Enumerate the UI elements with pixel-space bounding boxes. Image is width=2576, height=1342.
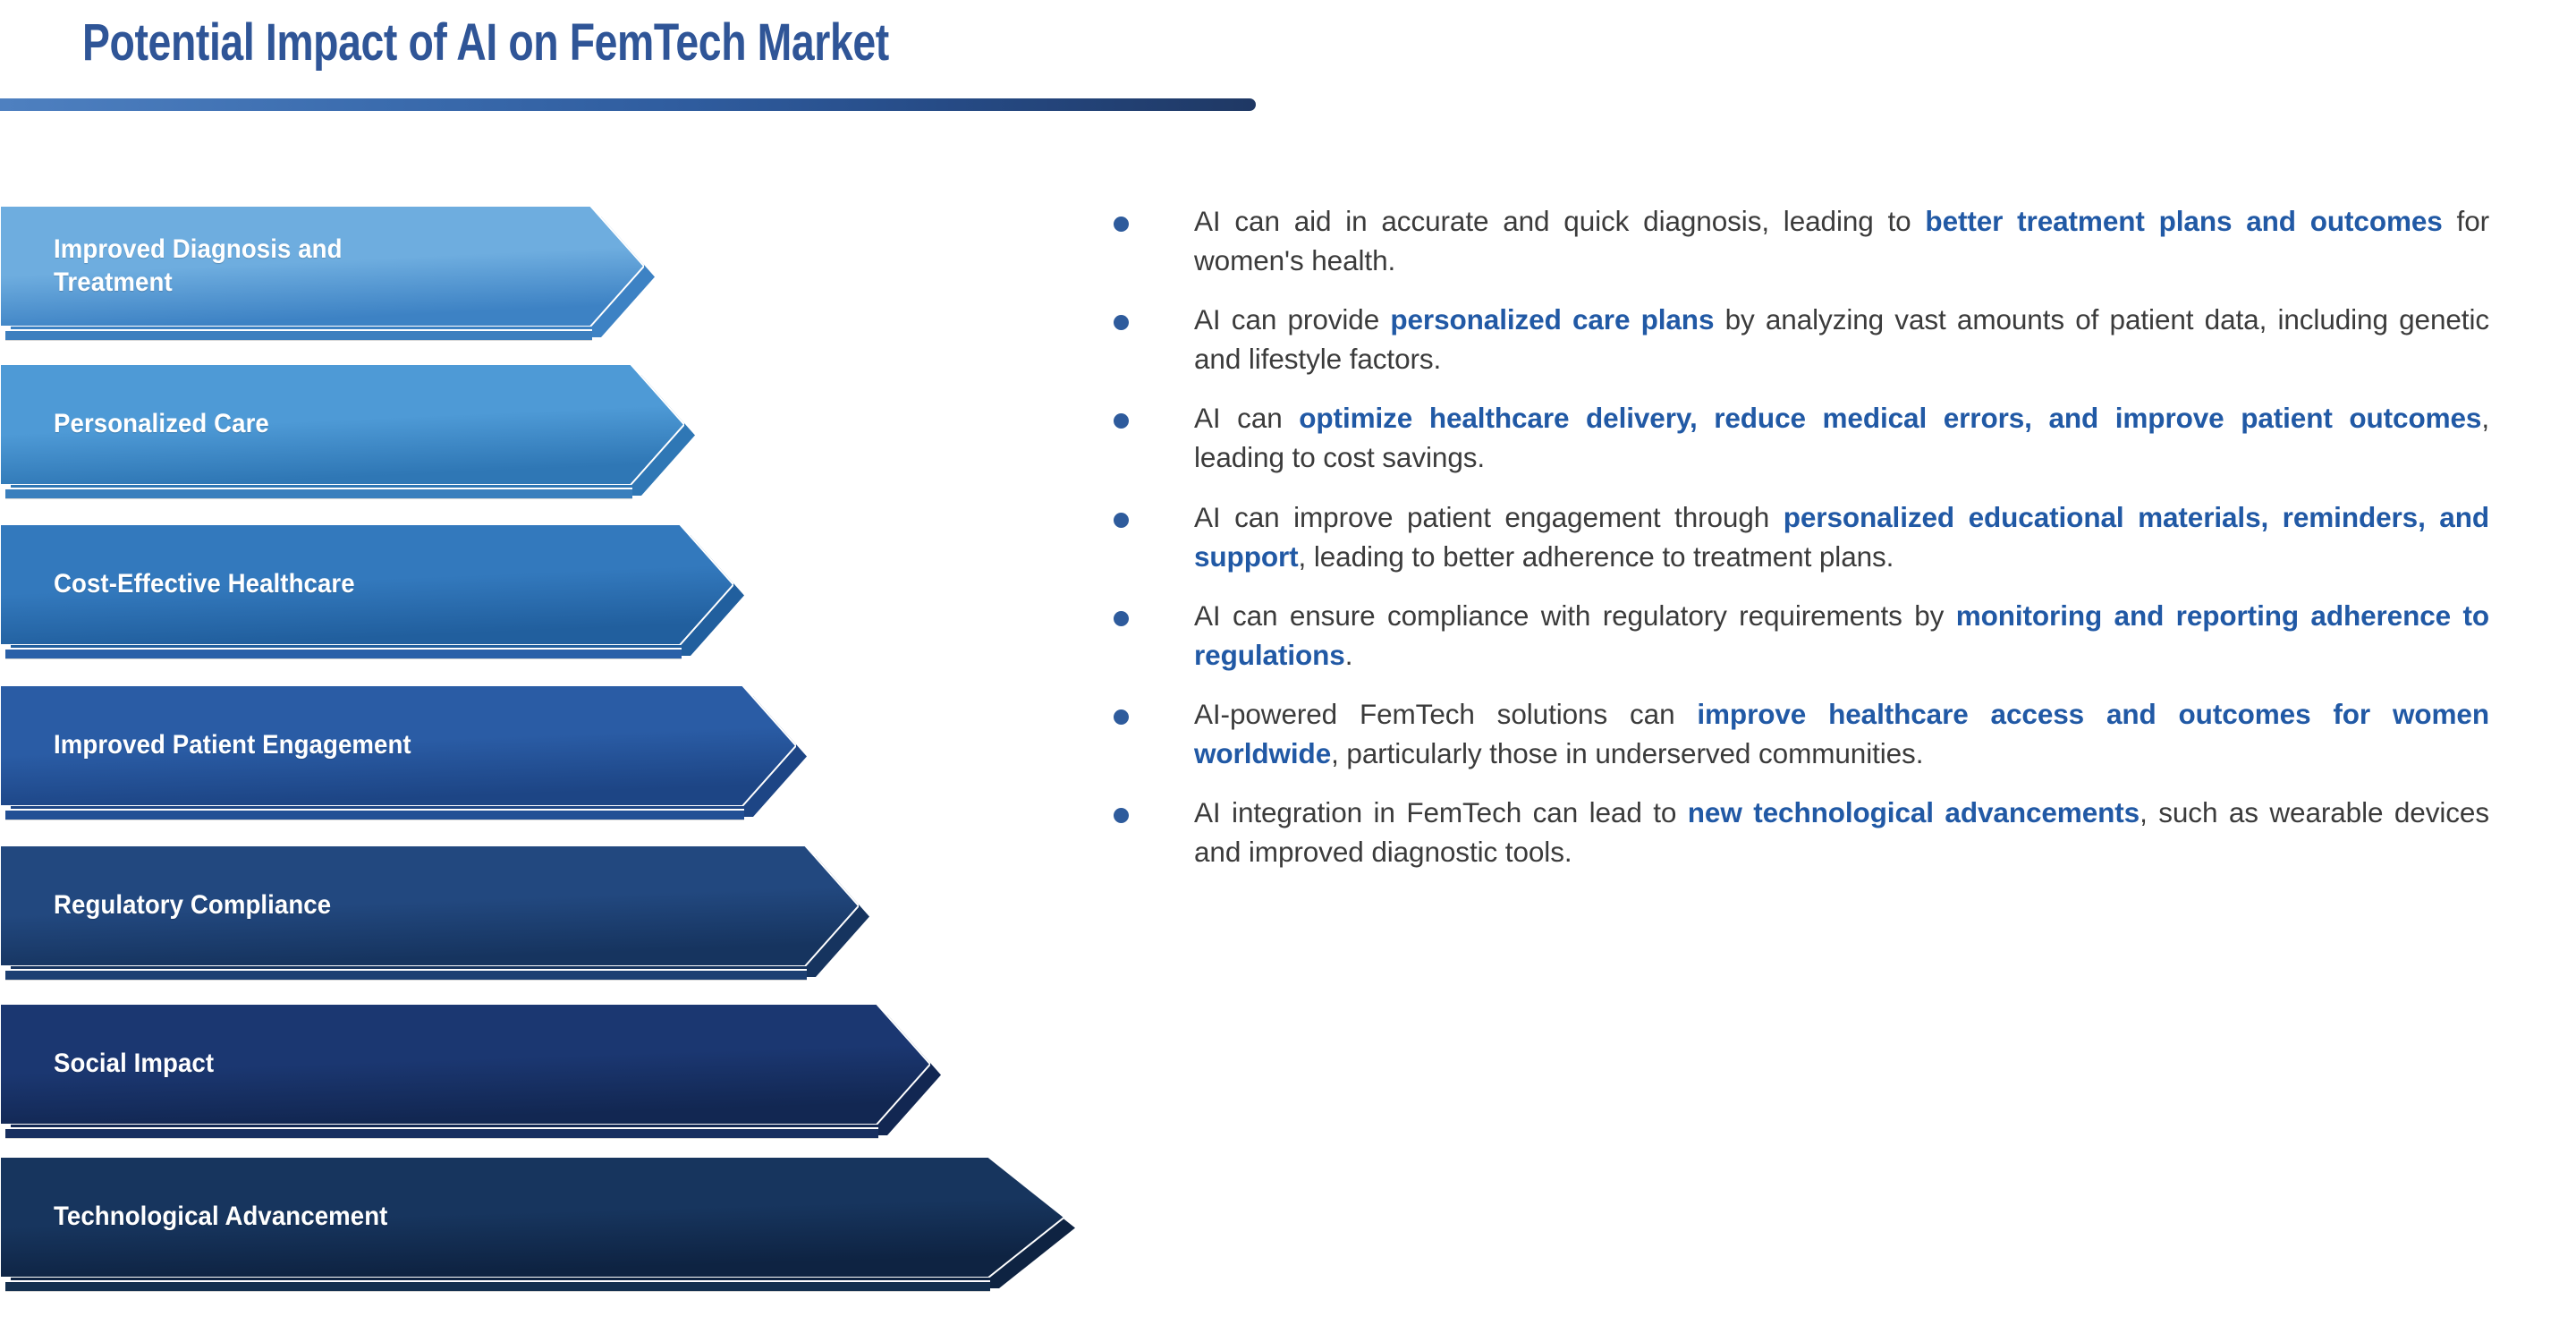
bullet-dot-container xyxy=(1109,201,1194,232)
chevron-shadow-bar xyxy=(5,1280,990,1292)
chevron-list: Improved Diagnosis and Treatment Personal… xyxy=(0,0,1109,1342)
bullet-plain-text: , leading to better adherence to treatme… xyxy=(1298,539,1894,573)
bullet-plain-text: AI can provide xyxy=(1194,303,1391,336)
title-underline-rule xyxy=(0,98,1256,111)
bullet-text: AI can optimize healthcare delivery, red… xyxy=(1194,398,2489,477)
chevron-item[interactable]: Technological Advancement xyxy=(0,1156,1082,1292)
bullet-plain-text: AI can xyxy=(1194,402,1300,435)
bullet-text: AI-powered FemTech solutions can improve… xyxy=(1194,694,2489,773)
chevron-item[interactable]: Social Impact xyxy=(0,1003,948,1139)
chevron-face xyxy=(0,205,646,327)
chevron-face xyxy=(0,363,686,486)
bullet-plain-text: AI-powered FemTech solutions can xyxy=(1194,697,1698,730)
bullet-plain-text: AI integration in FemTech can lead to xyxy=(1194,796,1688,829)
bullet-point-icon xyxy=(1114,315,1129,331)
bullet-list: AI can aid in accurate and quick diagnos… xyxy=(1109,201,2504,891)
list-item: AI can improve patient engagement throug… xyxy=(1109,497,2504,576)
bullet-highlight-text: monitoring and reporting adherence to re… xyxy=(1194,599,2490,671)
bullet-highlight-text: optimize healthcare delivery, reduce med… xyxy=(1299,402,2482,435)
bullet-plain-text: by analyzing vast amounts of patient dat… xyxy=(1194,303,2489,376)
chevron-shadow-bar xyxy=(5,809,744,820)
bullet-dot-container xyxy=(1109,793,1194,824)
bullet-text: AI can provide personalized care plans b… xyxy=(1194,300,2489,378)
bullet-highlight-text: new technological advancements xyxy=(1687,796,2140,829)
chevron-face xyxy=(0,1003,932,1125)
bullet-dot-container xyxy=(1109,497,1194,528)
chevron-face xyxy=(0,523,735,646)
bullet-highlight-text: personalized care plans xyxy=(1390,303,1715,336)
bullet-plain-text: , such as wearable devices and improved … xyxy=(1194,796,2489,869)
list-item: AI integration in FemTech can lead to ne… xyxy=(1109,793,2504,871)
page-title: Potential Impact of AI on FemTech Market xyxy=(82,13,889,72)
bullet-point-icon xyxy=(1114,709,1129,725)
chevron-face xyxy=(0,1156,1066,1278)
chevron-shadow-bar xyxy=(5,1127,878,1139)
bullet-point-icon xyxy=(1114,217,1129,232)
bullet-point-icon xyxy=(1114,808,1129,824)
bullet-dot-container xyxy=(1109,694,1194,725)
list-item: AI can provide personalized care plans b… xyxy=(1109,300,2504,378)
chevron-item[interactable]: Improved Diagnosis and Treatment xyxy=(0,205,662,341)
bullet-plain-text: AI can improve patient engagement throug… xyxy=(1194,500,1784,533)
bullet-text: AI integration in FemTech can lead to ne… xyxy=(1194,793,2489,871)
list-item: AI can optimize healthcare delivery, red… xyxy=(1109,398,2504,477)
bullet-text: AI can improve patient engagement throug… xyxy=(1194,497,2489,576)
bullet-highlight-text: improve healthcare access and outcomes f… xyxy=(1194,697,2489,770)
bullet-dot-container xyxy=(1109,398,1194,429)
bullet-dot-container xyxy=(1109,300,1194,331)
bullet-plain-text: . xyxy=(1344,638,1353,671)
bullet-highlight-text: better treatment plans and outcomes xyxy=(1925,205,2443,237)
chevron-shadow-bar xyxy=(5,488,632,499)
bullet-text: AI can ensure compliance with regulatory… xyxy=(1194,596,2489,675)
bullet-dot-container xyxy=(1109,596,1194,626)
chevron-item[interactable]: Personalized Care xyxy=(0,363,702,499)
chevron-item[interactable]: Regulatory Compliance xyxy=(0,845,877,981)
bullet-point-icon xyxy=(1114,413,1129,429)
bullet-plain-text: for women's health. xyxy=(1194,205,2489,277)
bullet-point-icon xyxy=(1114,610,1129,626)
chevron-shadow-bar xyxy=(5,329,592,341)
list-item: AI-powered FemTech solutions can improve… xyxy=(1109,694,2504,773)
chevron-item[interactable]: Improved Patient Engagement xyxy=(0,684,814,820)
chevron-face xyxy=(0,845,860,967)
bullet-plain-text: , leading to cost savings. xyxy=(1194,402,2489,474)
list-item: AI can ensure compliance with regulatory… xyxy=(1109,596,2504,675)
chevron-shadow-bar xyxy=(5,648,682,659)
list-item: AI can aid in accurate and quick diagnos… xyxy=(1109,201,2504,280)
chevron-item[interactable]: Cost-Effective Healthcare xyxy=(0,523,751,659)
bullet-text: AI can aid in accurate and quick diagnos… xyxy=(1194,201,2489,280)
bullet-point-icon xyxy=(1114,512,1129,528)
bullet-highlight-text: personalized educational materials, remi… xyxy=(1194,500,2489,573)
bullet-plain-text: , particularly those in underserved comm… xyxy=(1331,737,1924,770)
chevron-face xyxy=(0,684,798,807)
chevron-shadow-bar xyxy=(5,969,807,981)
bullet-plain-text: AI can aid in accurate and quick diagnos… xyxy=(1194,205,1926,237)
bullet-plain-text: AI can ensure compliance with regulatory… xyxy=(1194,599,1956,632)
